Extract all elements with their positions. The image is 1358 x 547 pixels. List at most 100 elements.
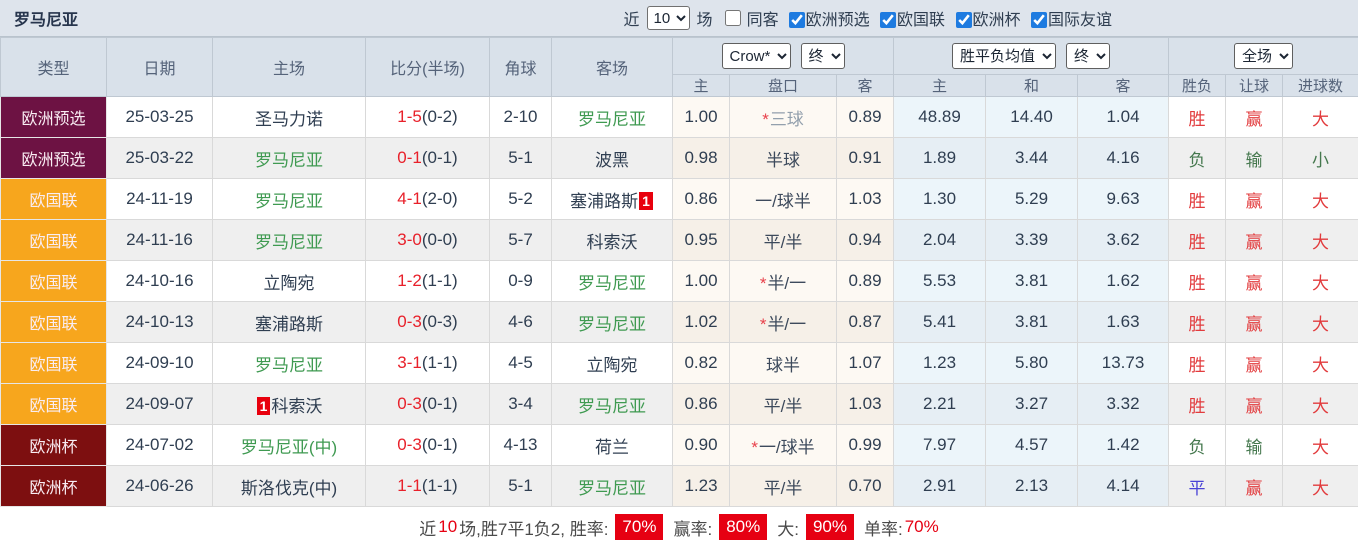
date-cell: 24-11-16 bbox=[107, 220, 213, 261]
league-checkbox[interactable] bbox=[789, 12, 805, 28]
avg-draw-cell: 5.29 bbox=[986, 179, 1078, 220]
type-cell: 欧国联 bbox=[1, 302, 107, 343]
same-away-checkbox[interactable] bbox=[725, 10, 741, 26]
asian-home-odds-cell: 1.23 bbox=[673, 466, 730, 507]
single-value: 70% bbox=[905, 517, 939, 537]
type-cell: 欧国联 bbox=[1, 261, 107, 302]
handicap-cell: 平/半 bbox=[730, 466, 837, 507]
team-name: 荷兰 bbox=[595, 438, 629, 457]
result-cell: 胜 bbox=[1169, 220, 1226, 261]
table-row: 欧国联 24-09-10 罗马尼亚 3-1(1-1) 4-5 立陶宛 0.82 … bbox=[1, 343, 1358, 384]
team-name: 罗马尼亚 bbox=[255, 151, 323, 170]
col-header-asian-away: 客 bbox=[837, 75, 894, 97]
home-team-cell: 圣马力诺 bbox=[213, 97, 366, 138]
avg-draw-cell: 5.80 bbox=[986, 343, 1078, 384]
avg-source-select[interactable]: 胜平负均值 bbox=[952, 43, 1056, 69]
league-checkbox[interactable] bbox=[1031, 12, 1047, 28]
home-team-cell: 斯洛伐克(中) bbox=[213, 466, 366, 507]
home-team-cell: 罗马尼亚(中) bbox=[213, 425, 366, 466]
type-cell: 欧国联 bbox=[1, 384, 107, 425]
away-team-cell: 波黑 bbox=[552, 138, 673, 179]
score-main: 3-0 bbox=[397, 230, 422, 249]
team-name: 立陶宛 bbox=[264, 274, 315, 293]
team-name: 波黑 bbox=[595, 151, 629, 170]
avg-away-cell: 1.42 bbox=[1078, 425, 1169, 466]
period-select[interactable]: 全场 bbox=[1234, 43, 1293, 69]
asian-home-odds-cell: 0.86 bbox=[673, 179, 730, 220]
avg-home-cell: 2.21 bbox=[894, 384, 986, 425]
asian-away-odds-cell: 0.70 bbox=[837, 466, 894, 507]
score-main: 0-1 bbox=[397, 148, 422, 167]
odds-company-select[interactable]: Crow* bbox=[722, 43, 791, 69]
score-cell: 0-3(0-3) bbox=[366, 302, 490, 343]
avg-draw-cell: 4.57 bbox=[986, 425, 1078, 466]
goals-cell: 小 bbox=[1283, 138, 1358, 179]
date-cell: 24-06-26 bbox=[107, 466, 213, 507]
handicap-result-cell: 赢 bbox=[1226, 343, 1283, 384]
score-cell: 4-1(2-0) bbox=[366, 179, 490, 220]
avg-home-cell: 48.89 bbox=[894, 97, 986, 138]
score-cell: 1-2(1-1) bbox=[366, 261, 490, 302]
score-main: 0-3 bbox=[397, 394, 422, 413]
handicap-text: 一/球半 bbox=[755, 192, 811, 211]
score-half: (1-1) bbox=[422, 271, 458, 290]
corner-cell: 0-9 bbox=[490, 261, 552, 302]
corner-cell: 4-13 bbox=[490, 425, 552, 466]
result-cell: 胜 bbox=[1169, 302, 1226, 343]
handicap-text: 球半 bbox=[766, 356, 800, 375]
col-header-away: 客场 bbox=[552, 38, 673, 97]
col-header-score: 比分(半场) bbox=[366, 38, 490, 97]
topbar: 罗马尼亚 近 10 场 同客 欧洲预选 欧国联 欧洲杯 国际友谊 bbox=[0, 0, 1358, 37]
league-checkbox[interactable] bbox=[880, 12, 896, 28]
score-half: (0-1) bbox=[422, 435, 458, 454]
score-main: 1-1 bbox=[397, 476, 422, 495]
result-cell: 负 bbox=[1169, 425, 1226, 466]
avg-state-select[interactable]: 终 bbox=[1066, 43, 1110, 69]
team-name: 科索沃 bbox=[271, 397, 322, 416]
avg-away-cell: 1.62 bbox=[1078, 261, 1169, 302]
away-team-cell: 荷兰 bbox=[552, 425, 673, 466]
team-name: 塞浦路斯 bbox=[255, 315, 323, 334]
team-name: 罗马尼亚 bbox=[255, 356, 323, 375]
league-label: 欧洲杯 bbox=[973, 12, 1021, 29]
score-cell: 1-1(1-1) bbox=[366, 466, 490, 507]
score-half: (1-1) bbox=[422, 353, 458, 372]
handicap-star: * bbox=[762, 110, 769, 129]
score-cell: 3-1(1-1) bbox=[366, 343, 490, 384]
team-name: 塞浦路斯 bbox=[570, 192, 638, 211]
page-title: 罗马尼亚 bbox=[14, 6, 78, 30]
type-cell: 欧国联 bbox=[1, 220, 107, 261]
odds-state-select[interactable]: 终 bbox=[801, 43, 845, 69]
type-cell: 欧洲杯 bbox=[1, 466, 107, 507]
games-label: 场 bbox=[697, 6, 713, 30]
avg-draw-cell: 3.44 bbox=[986, 138, 1078, 179]
avg-away-cell: 3.32 bbox=[1078, 384, 1169, 425]
table-row: 欧国联 24-10-13 塞浦路斯 0-3(0-3) 4-6 罗马尼亚 1.02… bbox=[1, 302, 1358, 343]
asian-home-odds-cell: 0.82 bbox=[673, 343, 730, 384]
league-checkbox[interactable] bbox=[956, 12, 972, 28]
asian-home-odds-cell: 0.86 bbox=[673, 384, 730, 425]
col-header-avg-draw: 和 bbox=[986, 75, 1078, 97]
league-label: 国际友谊 bbox=[1048, 12, 1112, 29]
type-cell: 欧洲杯 bbox=[1, 425, 107, 466]
team-name: 立陶宛 bbox=[587, 356, 638, 375]
win-rate-badge: 70% bbox=[615, 514, 663, 540]
home-team-cell: 塞浦路斯 bbox=[213, 302, 366, 343]
team-name: 罗马尼亚 bbox=[578, 274, 646, 293]
score-half: (0-1) bbox=[422, 394, 458, 413]
asian-away-odds-cell: 0.94 bbox=[837, 220, 894, 261]
recent-count-select[interactable]: 10 bbox=[647, 6, 690, 30]
asian-home-odds-cell: 1.02 bbox=[673, 302, 730, 343]
type-cell: 欧国联 bbox=[1, 179, 107, 220]
league-label: 欧洲预选 bbox=[806, 12, 870, 29]
result-cell: 负 bbox=[1169, 138, 1226, 179]
big-label: 大: bbox=[777, 515, 799, 540]
away-team-cell: 科索沃 bbox=[552, 220, 673, 261]
avg-odds-group-header: 胜平负均值 终 bbox=[894, 38, 1169, 75]
handicap-result-cell: 赢 bbox=[1226, 384, 1283, 425]
type-cell: 欧洲预选 bbox=[1, 138, 107, 179]
handicap-cell: *一/球半 bbox=[730, 425, 837, 466]
handicap-text: 平/半 bbox=[764, 233, 803, 252]
handicap-cell: 一/球半 bbox=[730, 179, 837, 220]
summary-bar: 近 10 场,胜7平1负2, 胜率: 70% 赢率: 80% 大: 90% 单率… bbox=[0, 507, 1358, 547]
